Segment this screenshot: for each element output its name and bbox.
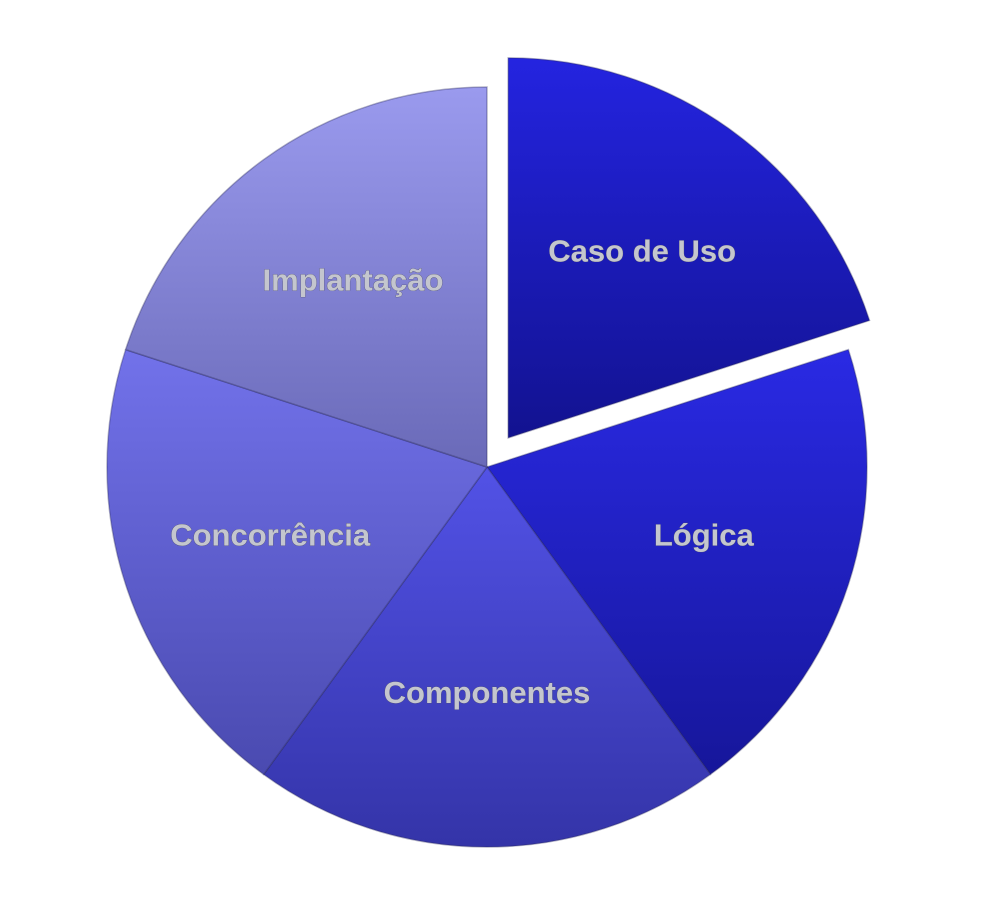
pie-slices <box>106 57 871 848</box>
slice-label-implantacao: Implantação <box>263 263 444 298</box>
slice-label-componentes: Componentes <box>384 675 591 710</box>
pie-slice-componentes <box>262 465 712 848</box>
slice-label-concorrencia: Concorrência <box>170 518 371 553</box>
pie-slice-concorrencia <box>106 348 489 776</box>
pie-slice-caso-de-uso <box>507 57 871 439</box>
pie-slice-implantacao <box>124 86 488 469</box>
slice-label-caso-de-uso: Caso de Uso <box>548 234 736 269</box>
slice-label-logica: Lógica <box>654 518 755 553</box>
pie-slice-logica <box>485 348 868 776</box>
pie-labels: Caso de Uso Lógica Componentes Concorrência… <box>170 233 755 710</box>
